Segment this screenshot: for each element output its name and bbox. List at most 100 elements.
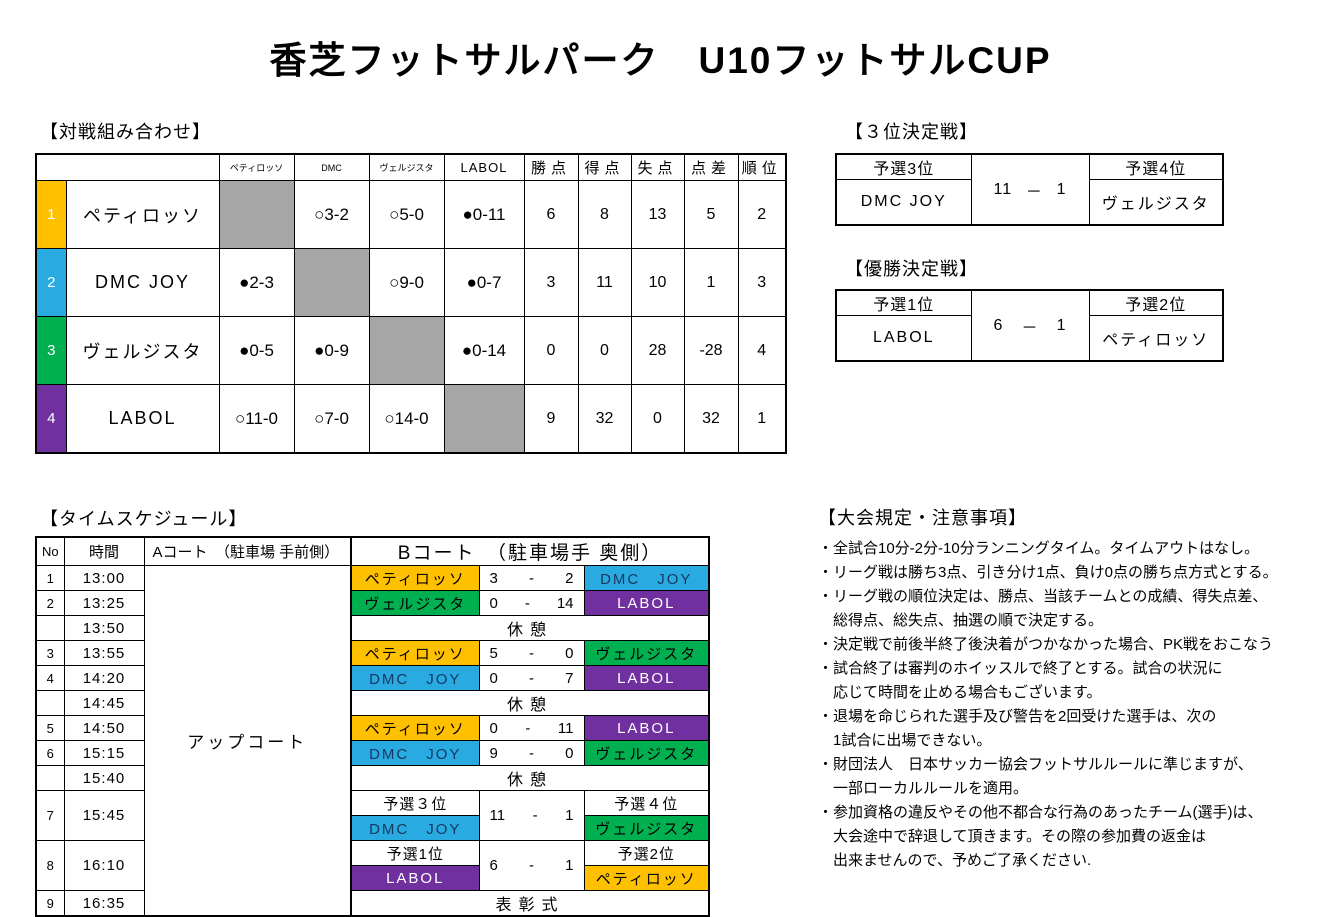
- table-row: 14:45 休憩: [35, 690, 710, 716]
- goals-for: 8: [577, 180, 632, 249]
- rule-line: ・全試合10分-2分-10分ランニングタイム。タイムアウトはなし。: [818, 540, 1260, 557]
- rules-heading: 【大会規定・注意事項】: [818, 508, 1027, 528]
- col-header-court-a: Aコート （駐車場 手前側）: [143, 536, 352, 566]
- seed-label-away: 予選2位: [583, 840, 710, 866]
- home-score: 6: [993, 316, 1004, 334]
- rule-line: ・決定戦で前後半終了後決着がつかなかった場合、PK戦をおこなう: [818, 636, 1274, 653]
- away-team: ヴェルジスタ: [583, 740, 710, 766]
- seed-label-right: 予選4位: [1088, 153, 1224, 180]
- home-team: DMC JOY: [350, 740, 480, 766]
- result-cell: ●0-5: [218, 316, 295, 385]
- table-row: 7 15:45 予選３位 11 - 1 予選４位: [35, 790, 710, 841]
- home-team: DMC JOY: [350, 665, 480, 691]
- team-name-right: ペティロッソ: [1088, 315, 1224, 362]
- away-team: ペティロッソ: [583, 865, 710, 891]
- schedule-table: No 時間 Aコート （駐車場 手前側） Bコート （駐車場手 奥側） 1 13…: [35, 536, 711, 917]
- home-score: 11: [993, 180, 1013, 198]
- home-score: 9: [489, 744, 498, 762]
- win-points: 6: [523, 180, 579, 249]
- team-name: DMC JOY: [65, 248, 220, 317]
- row-number: 4: [35, 384, 67, 454]
- score-dash: －: [1025, 183, 1043, 201]
- match-score: 9 - 0: [478, 740, 585, 766]
- result-cell: ○5-0: [368, 180, 445, 249]
- match-no: [35, 615, 65, 641]
- table-row: 2 13:25 ヴェルジスタ 0 - 14 LABOL: [35, 590, 710, 616]
- rule-line: ・リーグ戦は勝ち3点、引き分け1点、負け0点の勝ち点方式とする。: [818, 564, 1278, 581]
- table-row: DMC JOY ヴェルジスタ: [36, 815, 710, 841]
- away-score: 1: [565, 857, 574, 874]
- ceremony-cell: 表彰式: [349, 890, 710, 917]
- schedule-heading: 【タイムスケジュール】: [40, 509, 248, 529]
- final-table: 予選1位 6 － 1 予選2位 LABOL ペティロッソ: [835, 289, 1224, 362]
- match-no: 6: [35, 740, 65, 766]
- match-time: 13:25: [63, 590, 145, 616]
- match-time: 15:40: [63, 765, 145, 791]
- result-cell: ●0-14: [443, 316, 525, 385]
- away-score: 1: [1056, 316, 1067, 334]
- result-cell: ●0-11: [443, 180, 525, 249]
- home-score: 3: [489, 569, 498, 587]
- away-team: LABOL: [583, 665, 710, 691]
- match-no: 4: [35, 665, 65, 691]
- rank: 4: [737, 316, 787, 385]
- league-header-petirosso: ペティロッソ: [218, 153, 295, 181]
- col-header-court-b: Bコート （駐車場手 奥側）: [349, 536, 710, 566]
- match-time: 14:20: [63, 665, 145, 691]
- match-no: 1: [35, 565, 65, 591]
- seed-label-away: 予選４位: [583, 790, 710, 816]
- seed-label-left: 予選1位: [835, 289, 972, 316]
- match-score: 3 - 2: [478, 565, 585, 591]
- goals-against: 13: [630, 180, 685, 249]
- home-team: ペティロッソ: [350, 715, 480, 741]
- rule-line: 出来ませんので、予めご了承ください.: [833, 852, 1092, 869]
- home-score: 5: [489, 644, 498, 662]
- page-title: 香芝フットサルパーク U10フットサルCUP: [269, 40, 1052, 81]
- home-score: 11: [489, 807, 506, 824]
- match-score: 11 － 1: [970, 153, 1090, 226]
- match-no: [35, 765, 65, 791]
- match-time: 16:35: [63, 890, 145, 917]
- goals-against: 10: [630, 248, 685, 317]
- match-no: 5: [35, 715, 65, 741]
- rule-line: 応じて時間を止める場合もございます。: [833, 684, 1102, 701]
- rules-section: ・全試合10分-2分-10分ランニングタイム。タイムアウトはなし。 ・リーグ戦は…: [818, 537, 1321, 873]
- league-header-goal-diff: 点差: [683, 153, 739, 181]
- score-dash: -: [524, 594, 530, 612]
- third-place-heading: 【３位決定戦】: [845, 122, 978, 142]
- match-no: 8: [35, 840, 65, 891]
- home-score: 0: [489, 594, 498, 612]
- diagonal-cell: [368, 316, 445, 385]
- team-name: ペティロッソ: [65, 180, 220, 249]
- goals-for: 32: [577, 384, 632, 454]
- away-team: LABOL: [583, 590, 710, 616]
- rank: 2: [737, 180, 787, 249]
- league-header-points: 勝点: [523, 153, 579, 181]
- away-score: 7: [565, 669, 574, 687]
- match-time: 14:50: [63, 715, 145, 741]
- team-name-left: DMC JOY: [835, 179, 972, 226]
- match-score: 0 - 11: [478, 715, 585, 741]
- match-no: [35, 690, 65, 716]
- rank: 3: [737, 248, 787, 317]
- away-team: DMC JOY: [583, 565, 710, 591]
- match-score: 11 - 1: [478, 790, 585, 841]
- match-score: 5 - 0: [478, 640, 585, 666]
- goals-against: 28: [630, 316, 685, 385]
- match-time: 15:15: [63, 740, 145, 766]
- third-place-table: 予選3位 11 － 1 予選4位 DMC JOY ヴェルジスタ: [835, 153, 1224, 226]
- match-time: 13:00: [63, 565, 145, 591]
- table-row: 8 16:10 予選1位 6 - 1 予選2位: [35, 840, 710, 891]
- away-score: 1: [1056, 180, 1067, 198]
- table-row: 9 16:35 表彰式: [35, 890, 710, 917]
- rule-line: 総得点、総失点、抽選の順で決定する。: [833, 612, 1104, 629]
- table-row: 2 DMC JOY ●2-3 ○9-0 ●0-7 3 11 10 1 3: [35, 248, 787, 317]
- table-row: 13:50 休憩: [35, 615, 710, 641]
- seed-label-home: 予選３位: [350, 790, 480, 816]
- goals-against: 0: [630, 384, 685, 454]
- match-time: 16:10: [63, 840, 145, 891]
- table-row: 1 ペティロッソ ○3-2 ○5-0 ●0-11 6 8 13 5 2: [35, 180, 787, 249]
- match-no: 3: [35, 640, 65, 666]
- match-time: 13:55: [63, 640, 145, 666]
- league-header-goals-for: 得点: [577, 153, 632, 181]
